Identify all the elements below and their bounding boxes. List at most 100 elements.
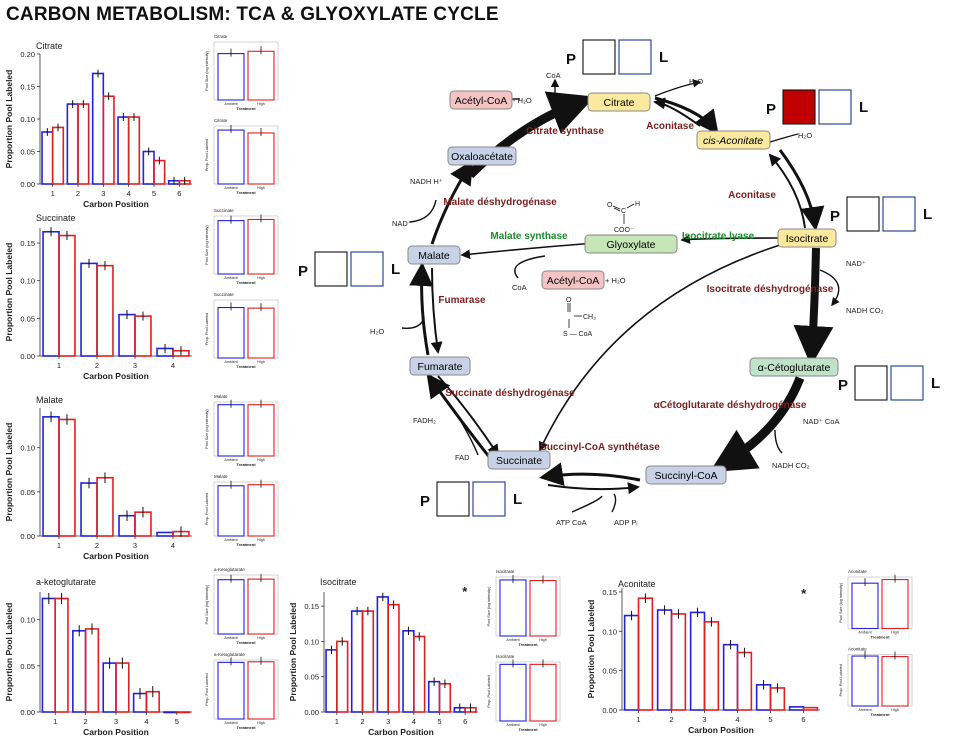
mini-title: Succinate: [214, 208, 234, 213]
mini-charts-succinate: Succinate Ambient High Treatment Pool Size (…: [205, 208, 279, 369]
mini-plot-frame: [213, 299, 279, 359]
bar-ambient: [41, 597, 56, 713]
mini-bar-ambient: [851, 582, 879, 630]
bar-ambient: [788, 706, 805, 711]
cofactor-labels: CoA H₂O - H₂O H₂O NAD⁺ NADH CO₂ NAD⁺ CoA…: [370, 71, 884, 527]
bar-high: [77, 103, 90, 185]
mini-bar-ambient: [851, 655, 879, 707]
y-tick-label: 0.05: [20, 488, 35, 497]
mini-y-label: Pool Size (log intensity): [205, 224, 209, 264]
mini-x-label: Treatment: [870, 712, 890, 717]
mini-plot-frame: [213, 215, 279, 275]
x-tick-label: 3: [101, 189, 105, 198]
bar-high: [703, 621, 720, 711]
bar-high: [58, 418, 76, 537]
x-tick-label: 3: [133, 541, 137, 550]
mini-plot-frame: [213, 125, 279, 185]
mini-y-label: Prop. Pool Labeled: [487, 675, 491, 707]
enzyme-isocitrate-dh: Isocitrate déshydrogénase: [707, 284, 834, 295]
structure-ch3: CH₃: [583, 314, 596, 321]
bar-ambient: [350, 610, 364, 713]
y-axis-label: Proportion Pool Labeled: [4, 603, 14, 702]
enzyme-citrate-synthase: Citrate synthase: [526, 126, 604, 137]
mini-x-tick: Ambient: [224, 186, 237, 190]
cycle-arrows: [401, 78, 840, 513]
x-tick-label: 2: [76, 189, 80, 198]
y-tick-label: 0.05: [20, 662, 35, 671]
mini-x-label: Treatment: [870, 635, 890, 640]
bar-high: [637, 597, 654, 711]
structure-scoa: S — CoA: [563, 331, 593, 338]
page-title: CARBON METABOLISM: TCA & GLYOXYLATE CYCL…: [6, 4, 499, 25]
labeling-box: [890, 365, 924, 401]
mini-x-label: Treatment: [518, 642, 538, 647]
bar-ambient: [80, 482, 98, 537]
cofactor-atp-coa: ATP CoA: [556, 518, 587, 527]
mini-y-label: Prop. Pool Labeled: [205, 313, 209, 345]
bar-ambient: [41, 131, 54, 185]
mini-x-tick: Ambient: [224, 538, 237, 542]
mini-x-label: Treatment: [236, 542, 256, 547]
bar-ambient: [102, 662, 117, 713]
x-tick-label: 2: [669, 715, 673, 724]
mini-bar-high: [529, 663, 557, 722]
mini-bar-high: [529, 579, 557, 637]
cofactor-nadh-co2: NADH CO₂: [846, 306, 884, 315]
y-tick-label: 0.10: [602, 627, 617, 636]
bar-ambient: [656, 609, 673, 711]
y-tick-label: 0.05: [20, 314, 35, 323]
labeling-box: [350, 251, 384, 287]
significance-star: *: [462, 584, 468, 599]
bar-ambient: [427, 680, 441, 713]
mini-title: Isocitrate: [496, 569, 515, 574]
mini-x-tick: Ambient: [224, 721, 237, 725]
mini-bar-high: [247, 484, 275, 537]
pool-size-box: [846, 196, 880, 232]
mini-x-tick: Ambient: [506, 638, 519, 642]
mini-x-tick: High: [257, 721, 264, 725]
mini-title: Malate: [214, 394, 228, 399]
bar-high: [387, 603, 400, 713]
mini-plot-frame: [847, 576, 913, 629]
mini-title: a-Ketoglutarate: [214, 652, 245, 657]
enzyme-labels: Citrate synthase Aconitase Aconitase Iso…: [438, 121, 833, 453]
mini-x-label: Treatment: [236, 280, 256, 285]
mini-x-tick: High: [257, 360, 264, 364]
cofactor-nad-mdh: NAD⁺: [392, 219, 412, 228]
bar-ambient: [80, 262, 98, 357]
metabolite-oxaloacetate: Oxaloacétate: [451, 151, 513, 163]
bar-ambient: [118, 313, 136, 357]
mini-bar-ambient: [217, 129, 245, 185]
mini-bar-high: [247, 307, 275, 359]
x-axis-label: Carbon Position: [688, 725, 754, 735]
enzyme-malate-synthase: Malate synthase: [490, 231, 568, 242]
chart-title: Isocitrate: [320, 577, 357, 587]
mini-bar-ambient: [217, 661, 245, 720]
enzyme-aconitase-2: Aconitase: [728, 190, 776, 201]
y-axis-label: Proportion Pool Labeled: [586, 600, 596, 699]
cofactor-h2o-3: H₂O: [370, 327, 384, 336]
labeling-box: [472, 481, 506, 517]
chart-title: Citrate: [36, 41, 63, 51]
y-tick-label: 0.10: [20, 277, 35, 286]
y-tick-label: 0.00: [20, 708, 35, 717]
mini-plot-frame: [495, 576, 561, 637]
box-label-l: L: [859, 99, 868, 116]
x-tick-label: 3: [702, 715, 706, 724]
tca-glyoxylate-diagram: Citrate cis-Aconitate Isocitrate α-Cétog…: [298, 39, 940, 527]
mini-y-label: Pool Size (log intensity): [205, 408, 209, 448]
x-tick-label: 1: [57, 541, 61, 550]
labeling-box: [882, 196, 916, 232]
mini-plot-frame: [495, 661, 561, 722]
glyoxylate-structure: [567, 203, 635, 328]
mini-bar-high: [247, 404, 275, 457]
cofactor-acetyl-h2o: - H₂O: [513, 96, 532, 105]
y-tick-label: 0.00: [602, 706, 617, 715]
mini-x-label: Treatment: [518, 727, 538, 732]
mini-x-tick: High: [539, 723, 546, 727]
mini-bar-ambient: [217, 220, 245, 275]
mini-x-tick: Ambient: [224, 276, 237, 280]
bar-high: [802, 706, 819, 711]
